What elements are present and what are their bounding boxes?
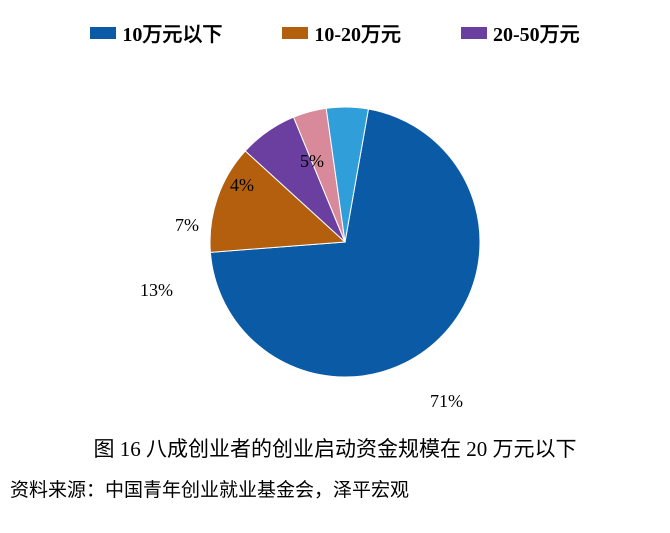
- source-line: 资料来源：中国青年创业就业基金会，泽平宏观: [0, 475, 670, 502]
- slice-label-0: 71%: [430, 391, 463, 412]
- legend-item-1: 10-20万元: [282, 18, 401, 47]
- legend-swatch-0: [90, 27, 116, 39]
- legend-label-2: 20-50万元: [493, 18, 580, 47]
- legend-label-0: 10万元以下: [122, 18, 222, 47]
- legend-label-1: 10-20万元: [314, 18, 401, 47]
- slice-label-2: 7%: [175, 215, 199, 236]
- legend-item-2: 20-50万元: [461, 18, 580, 47]
- legend-item-0: 10万元以下: [90, 18, 222, 47]
- slice-label-4: 5%: [300, 151, 324, 172]
- legend-swatch-2: [461, 27, 487, 39]
- figure-caption: 图 16 八成创业者的创业启动资金规模在 20 万元以下: [0, 433, 670, 463]
- slice-label-1: 13%: [140, 280, 173, 301]
- slice-label-3: 4%: [230, 175, 254, 196]
- pie-svg: [210, 107, 480, 377]
- legend: 10万元以下 10-20万元 20-50万元: [0, 0, 670, 47]
- pie-chart: 71% 13% 7% 4% 5%: [0, 47, 670, 427]
- legend-swatch-1: [282, 27, 308, 39]
- pie-wrap: [210, 107, 480, 382]
